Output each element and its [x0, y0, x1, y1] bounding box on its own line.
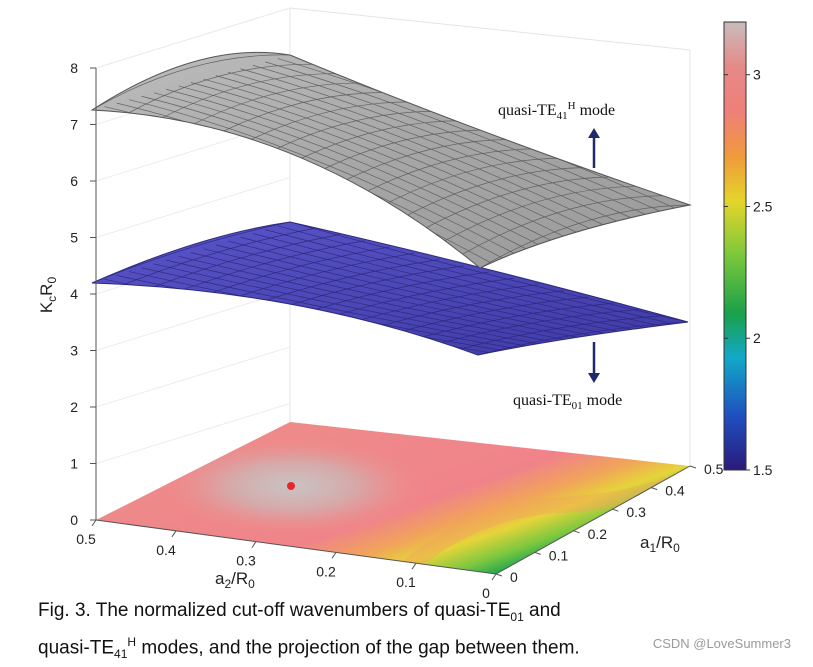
a1-tick-label: 0.1 — [549, 547, 569, 563]
a1-tick-label: 0.4 — [665, 483, 685, 499]
z-gridline — [95, 290, 291, 351]
z-gridline — [95, 7, 291, 69]
z-tick-label: 1 — [70, 456, 78, 472]
z-gridline — [95, 177, 291, 238]
a1-tick-label: 0.2 — [588, 526, 608, 542]
colorbar-tick-label: 2.5 — [753, 198, 773, 214]
a2-tick-label: 0.4 — [156, 542, 176, 558]
a2-tick-label: 0.3 — [236, 553, 256, 569]
a2-tick-label: 0.5 — [76, 531, 96, 547]
colorbar-tick-label: 1.5 — [753, 462, 773, 478]
upper-mode-label: quasi-TE41H mode — [498, 100, 615, 122]
colorbar-tick-label: 2 — [753, 330, 761, 346]
a2-axis-label: a2/R0 — [215, 569, 255, 591]
upper-mode-annotation: quasi-TE41H mode — [498, 100, 615, 168]
colorbar-tick-label: 3 — [753, 67, 761, 83]
surface-quasi-te41h — [90, 51, 692, 269]
a2-tick-label: 0 — [482, 585, 490, 600]
a1-axis: 0 0.1 0.2 0.3 0.4 0.5 a1/R0 — [495, 461, 724, 585]
z-tick-label: 6 — [70, 173, 78, 189]
colorbar: 1.5 2 2.5 3 — [723, 21, 773, 478]
z-axis: 0 1 2 3 4 5 6 7 8 KcR0 — [37, 60, 97, 528]
z-tick-label: 7 — [70, 117, 78, 133]
a1-tick-label: 0.5 — [704, 461, 724, 477]
z-tick-label: 8 — [70, 60, 78, 76]
lower-mode-annotation: quasi-TE01 mode — [513, 342, 622, 412]
z-gridline — [95, 346, 291, 408]
z-tick-label: 3 — [70, 343, 78, 359]
z-tick-label: 2 — [70, 399, 78, 415]
surface-quasi-te01 — [91, 221, 689, 356]
z-tick-label: 4 — [70, 286, 78, 302]
watermark: CSDN @LoveSummer3 — [652, 636, 791, 651]
a1-tick-label: 0 — [510, 569, 518, 585]
a2-axis: 0.5 0.4 0.3 0.2 0.1 0 a2/R0 — [76, 519, 497, 600]
a2-tick-label: 0.2 — [316, 563, 336, 579]
z-tick-label: 0 — [70, 512, 78, 528]
a1-tick-label: 0.3 — [626, 504, 646, 520]
gap-maximum-marker — [287, 482, 295, 490]
lower-mode-label: quasi-TE01 mode — [513, 392, 622, 412]
a2-tick-label: 0.1 — [396, 574, 416, 590]
z-gridline — [95, 403, 291, 464]
gap-projection-floor — [96, 422, 690, 574]
z-axis-label: KcR0 — [37, 277, 59, 314]
figure-caption: Fig. 3. The normalized cut-off wavenumbe… — [38, 600, 580, 661]
z-tick-label: 5 — [70, 230, 78, 246]
a1-axis-label: a1/R0 — [640, 533, 680, 555]
